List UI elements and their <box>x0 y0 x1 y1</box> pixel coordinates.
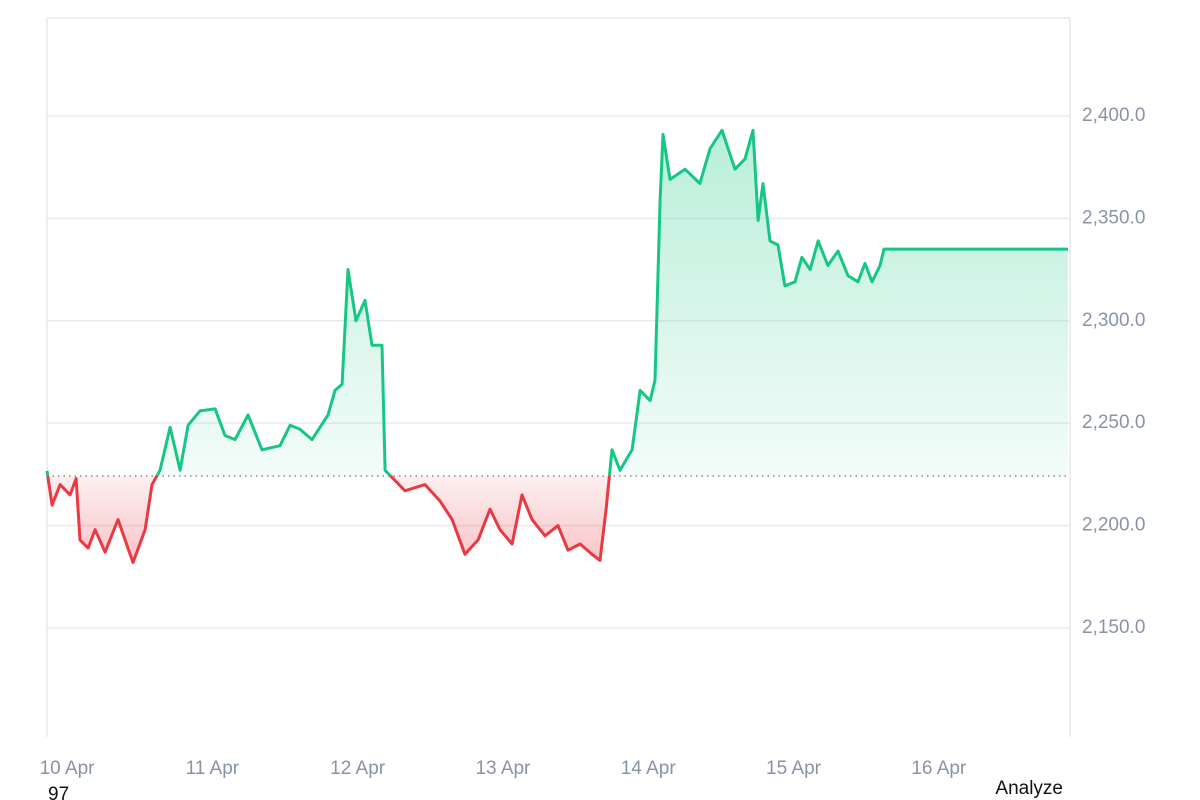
x-tick-label: 10 Apr <box>40 758 96 779</box>
x-tick-label: 15 Apr <box>766 758 822 779</box>
y-tick-label: 2,400.0 <box>1082 105 1145 126</box>
y-tick-label: 2,350.0 <box>1082 207 1145 228</box>
x-tick-label: 11 Apr <box>186 758 240 779</box>
footer-left-text: 97 <box>48 784 69 800</box>
area-fill <box>47 130 1068 563</box>
x-tick-label: 16 Apr <box>911 758 967 779</box>
x-tick-label: 13 Apr <box>475 758 531 779</box>
x-tick-label: 14 Apr <box>621 758 677 779</box>
x-tick-label: 12 Apr <box>330 758 386 779</box>
y-tick-label: 2,250.0 <box>1082 412 1145 433</box>
y-tick-label: 2,200.0 <box>1082 515 1145 536</box>
analyze-button[interactable]: Analyze <box>995 778 1063 799</box>
y-tick-label: 2,150.0 <box>1082 617 1145 638</box>
y-tick-label: 2,300.0 <box>1082 310 1145 331</box>
price-line <box>45 128 1068 564</box>
